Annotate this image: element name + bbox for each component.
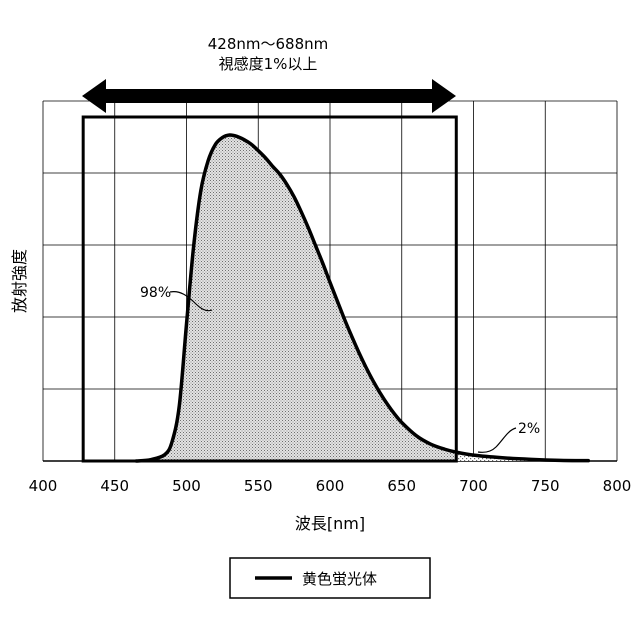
x-tick-label-550: 550 (244, 477, 273, 495)
range-label-wavelength: 428nm～688nm (208, 35, 329, 53)
range-label-visibility: 視感度1%以上 (219, 55, 318, 73)
annotation-2-percent: 2% (518, 421, 540, 437)
legend-label-yellow-phosphor: 黄色蛍光体 (302, 570, 377, 588)
x-axis-title: 波長[nm] (295, 514, 365, 533)
y-axis-title: 放射強度 (10, 249, 29, 313)
x-tick-label-600: 600 (316, 477, 345, 495)
annotation-leader-2 (478, 428, 516, 452)
area-within-range (136, 135, 588, 461)
double-arrow-icon (82, 79, 456, 113)
x-tick-label-800: 800 (603, 477, 632, 495)
annotation-98-percent: 98% (140, 285, 171, 301)
spectrum-area (136, 135, 588, 461)
x-tick-label-650: 650 (387, 477, 416, 495)
x-tick-label-400: 400 (29, 477, 58, 495)
x-tick-label-750: 750 (531, 477, 560, 495)
x-tick-label-450: 450 (100, 477, 129, 495)
x-tick-labels: 400 450 500 550 600 650 700 750 800 (29, 477, 632, 495)
x-tick-label-700: 700 (459, 477, 488, 495)
x-tick-label-500: 500 (172, 477, 201, 495)
legend: 黄色蛍光体 (230, 558, 430, 598)
